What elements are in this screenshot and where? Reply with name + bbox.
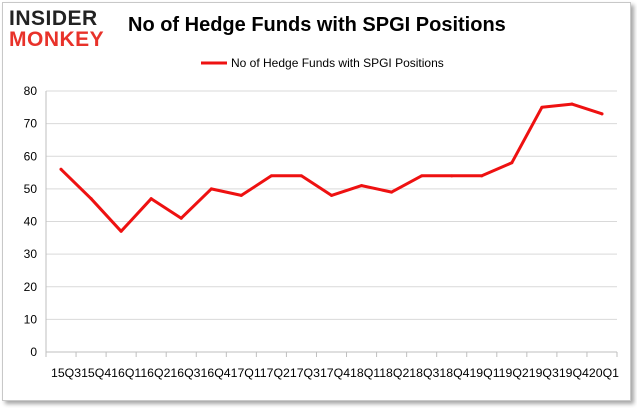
data-point [89,197,93,201]
y-tick-label: 40 [24,215,38,229]
logo-text-bottom: MONKEY [9,28,105,51]
data-point [510,161,514,165]
y-tick-label: 0 [30,345,37,359]
y-tick-label: 20 [24,280,38,294]
y-tick-label: 60 [24,149,38,163]
data-point [570,102,574,106]
data-point [299,174,303,178]
chart-title: No of Hedge Funds with SPGI Positions [128,14,506,36]
y-tick-label: 30 [24,247,38,261]
series-group [59,102,604,233]
y-tick-label: 50 [24,182,38,196]
y-tick-label: 10 [24,312,38,326]
data-point [179,216,183,220]
data-point [239,193,243,197]
data-point [59,167,63,171]
y-tick-label: 80 [24,84,38,98]
data-point [450,174,454,178]
chart-frame [2,2,631,401]
data-point [330,193,333,197]
data-point [480,174,484,178]
data-point [600,112,604,116]
gridlines [46,90,617,320]
data-point [149,197,153,201]
x-tick-labels: 15Q315Q416Q116Q216Q316Q417Q117Q217Q317Q4… [51,366,619,380]
data-point [360,184,364,188]
y-tick-label: 70 [24,117,38,131]
data-point [390,190,394,194]
data-point [209,187,213,191]
logo-text-top: INSIDER [9,7,98,30]
axes [45,91,618,357]
x-tick-labels-text: 15Q315Q416Q116Q216Q316Q417Q117Q217Q317Q4… [51,366,619,380]
y-tick-labels: 0 10 20 30 40 50 60 70 80 [24,84,38,359]
data-point [540,105,544,109]
data-point [119,229,123,233]
data-point [420,174,424,178]
insider-monkey-logo: INSIDER MONKEY [9,8,113,52]
legend-label: No of Hedge Funds with SPGI Positions [231,56,444,70]
legend: No of Hedge Funds with SPGI Positions [201,56,444,70]
data-point [269,174,273,178]
